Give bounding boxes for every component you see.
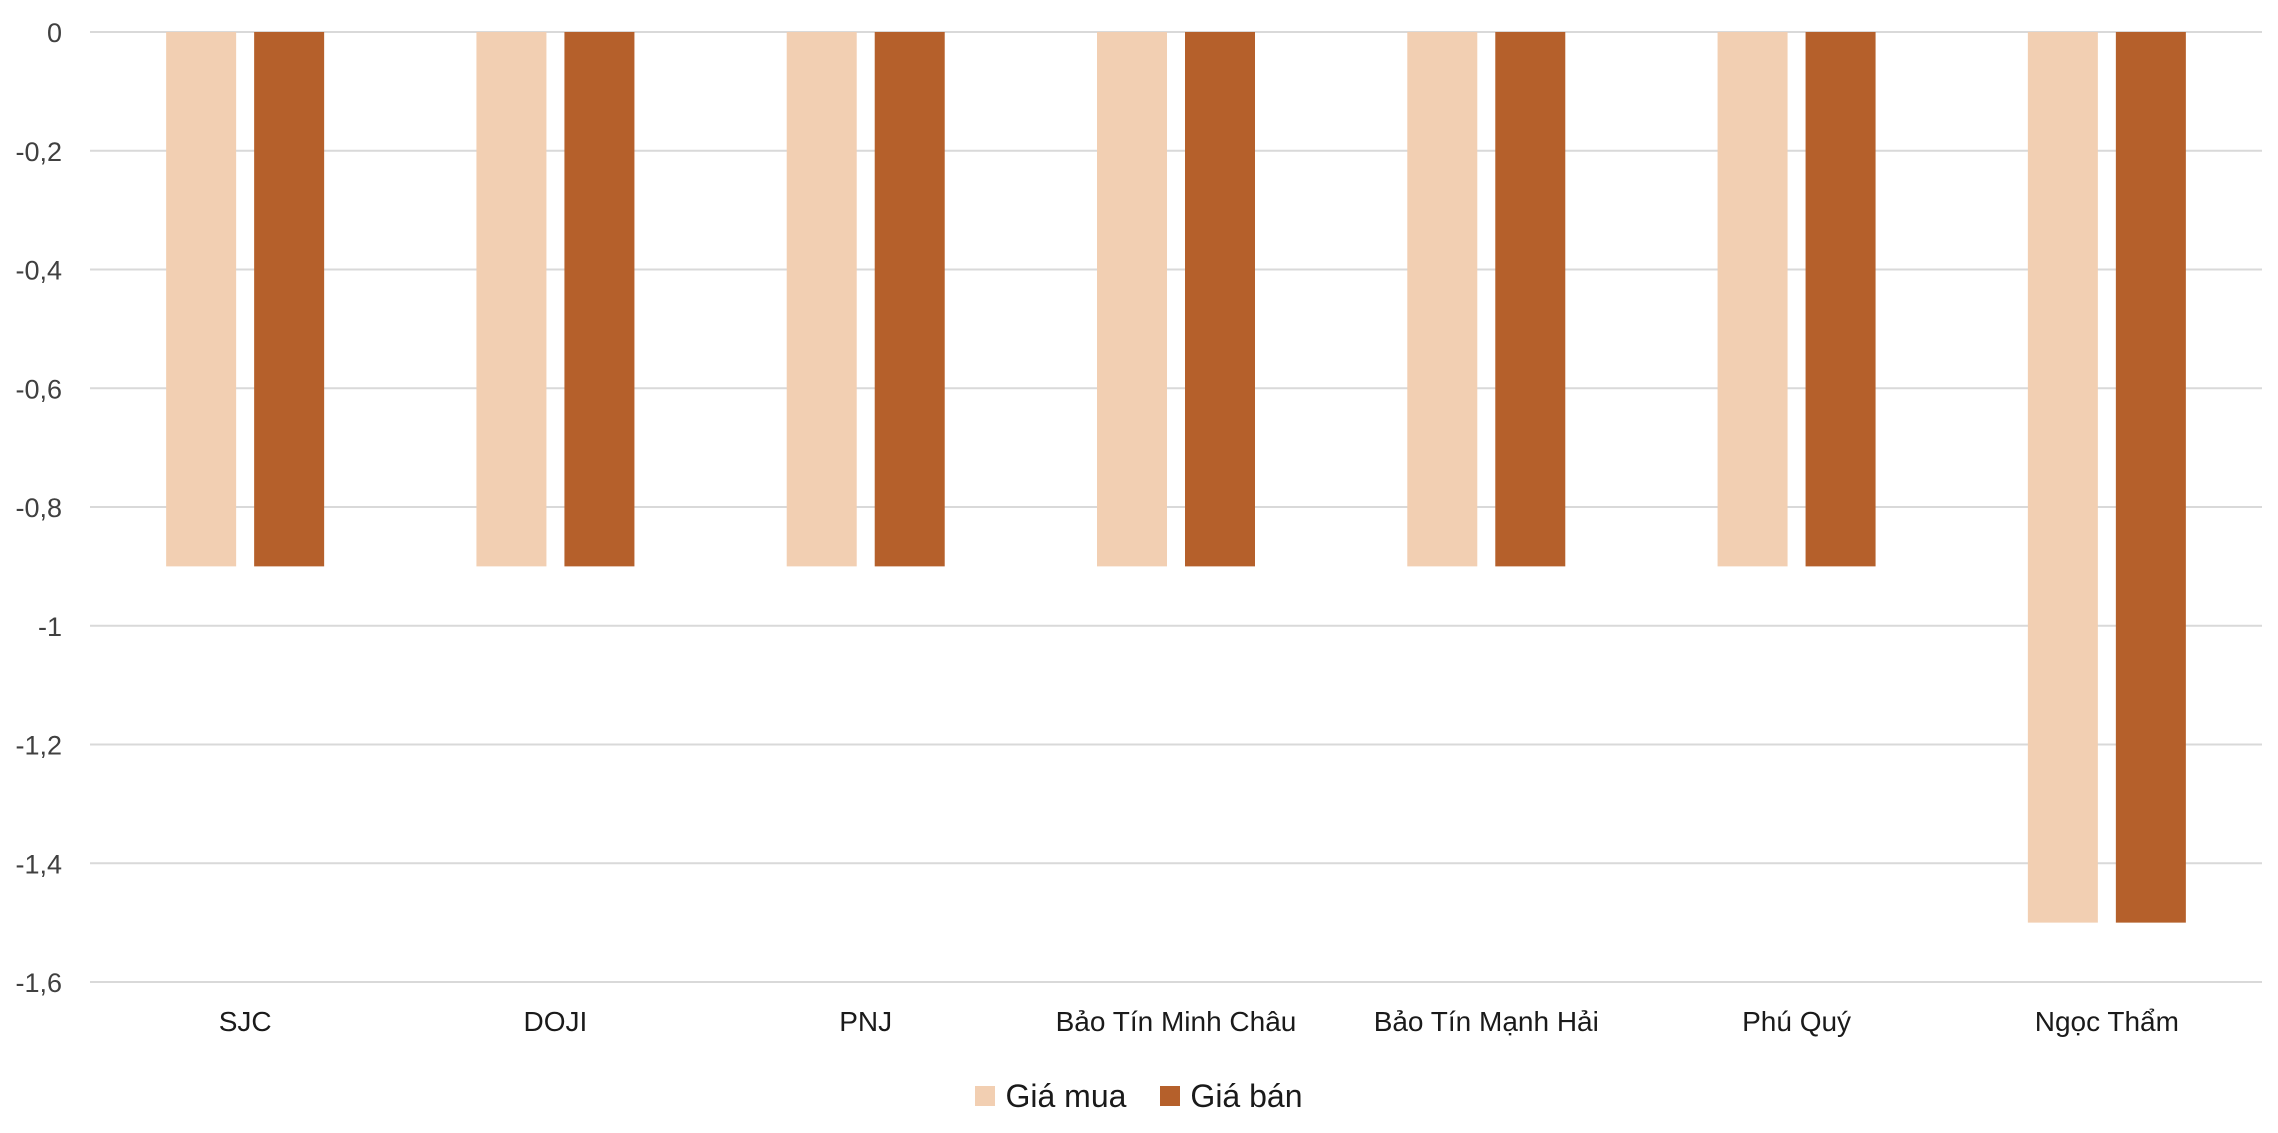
bar-gia-ban — [874, 32, 945, 567]
bar-gia-mua — [1097, 32, 1167, 567]
x-tick-label: Bảo Tín Minh Châu — [1056, 1006, 1297, 1037]
y-tick-label: -1,4 — [15, 849, 62, 879]
y-tick-label: -0,4 — [15, 256, 62, 286]
y-tick-label: -0,2 — [15, 137, 62, 167]
x-tick-label: Bảo Tín Mạnh Hải — [1374, 1006, 1599, 1037]
x-tick-label: Phú Quý — [1742, 1006, 1851, 1037]
y-tick-label: -1 — [38, 612, 62, 642]
legend-item-gia-ban: Giá bán — [1160, 1077, 1303, 1115]
bar-gia-ban — [564, 32, 635, 567]
y-tick-label: -1,2 — [15, 731, 62, 761]
bar-gia-mua — [2027, 32, 2098, 923]
x-tick-label: SJC — [219, 1006, 272, 1037]
bar-gia-ban — [254, 32, 325, 567]
legend-swatch-gia-mua — [975, 1086, 996, 1106]
x-tick-label: Ngọc Thẩm — [2035, 1006, 2179, 1037]
legend-item-gia-mua: Giá mua — [975, 1078, 1126, 1115]
y-tick-label: -0,6 — [15, 374, 62, 404]
bar-gia-ban — [1495, 32, 1566, 567]
bar-gia-ban — [1185, 32, 1255, 567]
bar-gia-mua — [1717, 32, 1788, 567]
bar-gia-ban — [2115, 32, 2186, 923]
legend: Giá mua Giá bán — [0, 1072, 2278, 1120]
x-tick-label: PNJ — [839, 1006, 892, 1037]
bar-gia-mua — [476, 32, 547, 567]
y-tick-label: 0 — [47, 18, 62, 48]
legend-label-gia-ban: Giá bán — [1190, 1077, 1303, 1114]
bar-gia-ban — [1805, 32, 1876, 567]
bar-gia-mua — [166, 32, 237, 567]
legend-swatch-gia-ban — [1160, 1086, 1181, 1106]
bar-gia-mua — [1407, 32, 1478, 567]
y-tick-label: -0,8 — [15, 493, 62, 523]
legend-label-gia-mua: Giá mua — [1005, 1077, 1127, 1114]
x-tick-label: DOJI — [524, 1006, 588, 1037]
bar-gia-mua — [786, 32, 857, 567]
y-tick-label: -1,6 — [15, 968, 62, 998]
